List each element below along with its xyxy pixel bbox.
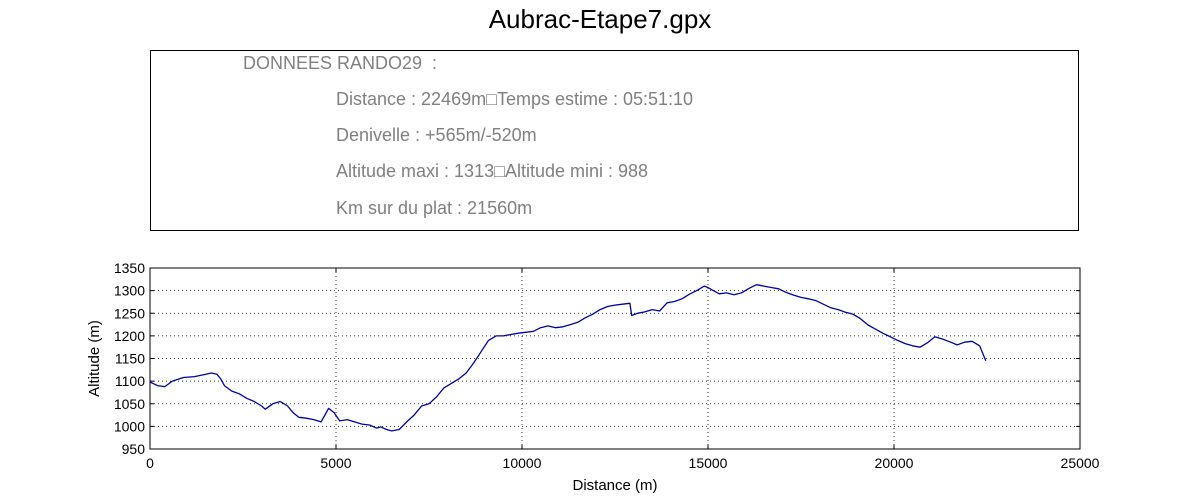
x-tick-label: 20000 bbox=[875, 455, 914, 471]
x-tick-label: 25000 bbox=[1061, 455, 1100, 471]
y-tick-label: 1000 bbox=[114, 418, 145, 434]
x-tick-label: 15000 bbox=[689, 455, 728, 471]
y-tick-label: 1100 bbox=[115, 373, 145, 389]
y-tick-label: 1050 bbox=[114, 396, 145, 412]
y-tick-label: 1200 bbox=[114, 328, 145, 344]
info-heading: DONNEES RANDO29 : bbox=[243, 53, 438, 73]
info-distance: Distance : 22469m□Temps estime : 05:51:1… bbox=[336, 89, 694, 109]
x-tick-label: 10000 bbox=[503, 455, 542, 471]
y-tick-label: 1250 bbox=[114, 305, 145, 321]
axis-ticks: 0 5000 10000 15000 20000 25000 950 1000 1050 1100… bbox=[114, 260, 1100, 471]
x-axis-label: Distance (m) bbox=[572, 477, 657, 494]
info-denivelle: Denivelle : +565m/-520m bbox=[336, 125, 537, 145]
chart-title: Aubrac-Etape7.gpx bbox=[488, 4, 712, 34]
info-box: DONNEES RANDO29 : Distance : 22469m□Temp… bbox=[150, 50, 1079, 231]
y-tick-label: 950 bbox=[122, 441, 146, 457]
altitude-series-line bbox=[149, 284, 987, 432]
x-tick-label: 5000 bbox=[320, 455, 351, 471]
y-tick-label: 1150 bbox=[115, 351, 145, 367]
info-altitude: Altitude maxi : 1313□Altitude mini : 988 bbox=[336, 161, 649, 181]
y-tick-label: 1300 bbox=[114, 283, 145, 299]
info-plat: Km sur du plat : 21560m bbox=[336, 198, 533, 218]
grid-lines bbox=[150, 268, 1080, 449]
series-group bbox=[149, 284, 987, 432]
y-axis-label: Altitude (m) bbox=[86, 320, 103, 397]
plot-frame bbox=[149, 267, 1081, 450]
x-tick-label: 0 bbox=[146, 455, 154, 471]
y-tick-label: 1350 bbox=[114, 260, 145, 276]
